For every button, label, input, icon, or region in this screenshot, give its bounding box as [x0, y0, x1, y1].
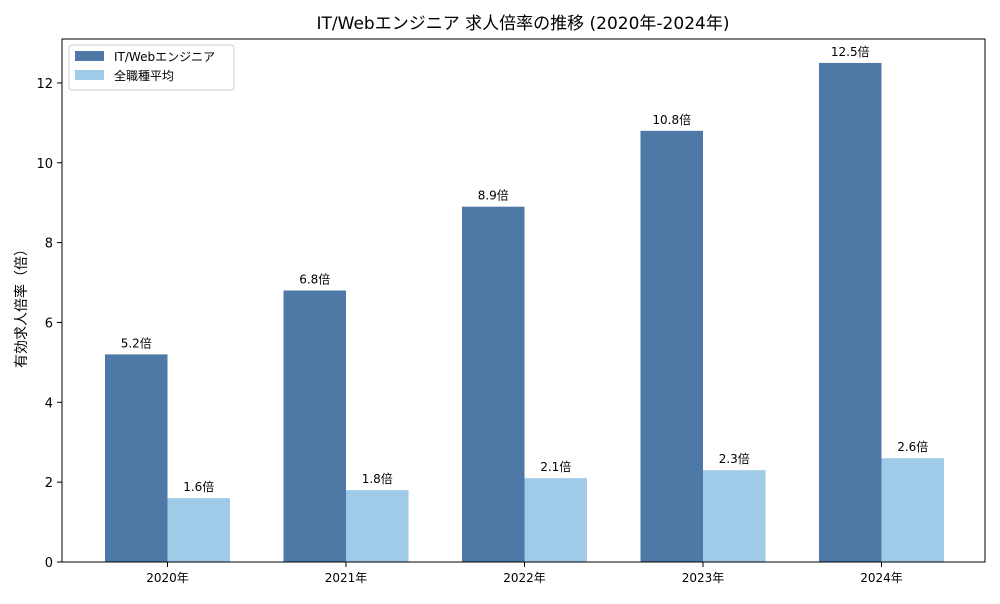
bar-all-average-4 — [881, 458, 944, 562]
data-label: 8.9倍 — [478, 188, 509, 203]
bar-it-web-0 — [105, 354, 168, 562]
plot-frame — [61, 38, 986, 563]
x-tick-label: 2022年 — [503, 571, 546, 585]
bar-it-web-3 — [640, 130, 703, 562]
bars-layer — [105, 62, 944, 563]
legend-label: IT/Webエンジニア — [114, 50, 215, 64]
legend-box — [68, 44, 235, 91]
bar-it-web-4 — [819, 62, 882, 563]
legend-swatch — [75, 51, 104, 61]
bar-all-average-0 — [167, 498, 230, 562]
y-tick-label: 12 — [36, 77, 53, 92]
data-label: 2.6倍 — [897, 439, 928, 454]
data-label: 2.3倍 — [719, 451, 750, 466]
data-label: 1.8倍 — [362, 471, 393, 486]
data-label: 5.2倍 — [121, 335, 152, 350]
legend-swatch — [75, 70, 104, 80]
data-labels-layer: 5.2倍 6.8倍 8.9倍 10.8倍 12.5倍 1.6倍 1.8倍 2.1倍 2.3倍 2.… — [121, 44, 929, 494]
y-tick-label: 10 — [36, 157, 53, 172]
y-tick-label: 8 — [45, 237, 53, 252]
x-axis: 2020年 2021年 2022年 2023年 2024年 — [146, 562, 903, 585]
y-axis-label: 有効求人倍率（倍） — [13, 242, 30, 368]
y-tick-label: 2 — [45, 476, 53, 491]
data-label: 6.8倍 — [299, 272, 330, 287]
bar-all-average-1 — [346, 490, 409, 562]
x-tick-label: 2021年 — [325, 571, 368, 585]
bar-all-average-2 — [524, 478, 587, 562]
y-axis: 0 2 4 6 8 10 12 — [36, 77, 62, 571]
data-label: 1.6倍 — [183, 479, 214, 494]
bar-it-web-2 — [462, 206, 525, 562]
x-tick-label: 2024年 — [860, 571, 903, 585]
legend-label: 全職種平均 — [114, 68, 174, 83]
x-tick-label: 2023年 — [682, 571, 725, 585]
data-label: 2.1倍 — [540, 459, 571, 474]
y-tick-label: 4 — [45, 396, 53, 411]
data-label: 12.5倍 — [831, 44, 870, 59]
chart-title: IT/Webエンジニア 求人倍率の推移 (2020年-2024年) — [317, 14, 730, 34]
data-label: 10.8倍 — [652, 112, 691, 127]
x-tick-label: 2020年 — [146, 571, 189, 585]
y-tick-label: 0 — [45, 556, 53, 571]
y-tick-label: 6 — [45, 316, 53, 331]
bar-all-average-3 — [703, 470, 766, 562]
bar-it-web-1 — [283, 290, 346, 562]
